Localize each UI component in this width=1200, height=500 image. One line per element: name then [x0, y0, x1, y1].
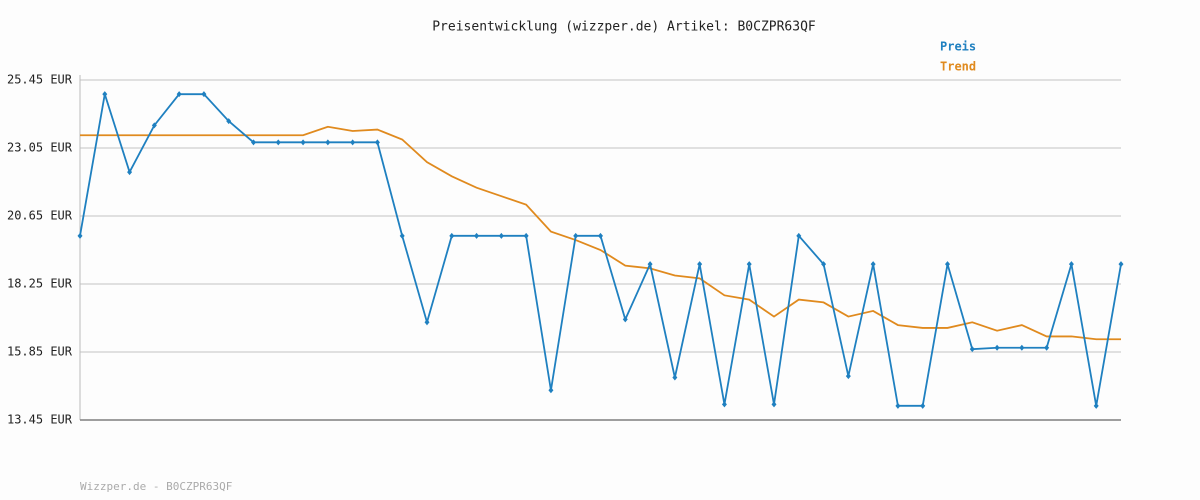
footer: Wizzper.de - B0CZPR63QF [80, 480, 232, 493]
point [151, 122, 157, 129]
legend-entry: Trend [940, 60, 976, 74]
y-tick-label: 20.65 EUR [7, 209, 73, 223]
point [746, 261, 752, 268]
point [77, 232, 83, 239]
point [176, 91, 182, 98]
point [1093, 402, 1099, 409]
point [548, 387, 554, 394]
y-tick-label: 13.45 EUR [7, 413, 73, 427]
chart-title: Preisentwicklung (wizzper.de) Artikel: B… [432, 20, 816, 35]
point [251, 139, 256, 146]
y-tick-label: 18.25 EUR [7, 277, 73, 291]
point [350, 139, 356, 146]
point [969, 346, 975, 353]
line [80, 125, 1121, 341]
point [1044, 344, 1050, 351]
point [870, 261, 876, 268]
point [945, 261, 950, 268]
point [1019, 344, 1025, 351]
point [325, 139, 331, 146]
point [498, 232, 504, 239]
y-tick-label: 25.45 EUR [7, 73, 73, 87]
point [697, 261, 703, 268]
point [796, 232, 802, 239]
point [647, 261, 653, 268]
point [845, 373, 851, 380]
point [895, 402, 901, 409]
point [226, 118, 232, 125]
point [672, 374, 678, 381]
point [721, 401, 727, 408]
point [102, 91, 108, 98]
point [449, 232, 455, 239]
point [994, 344, 1000, 351]
point [374, 139, 380, 146]
y-tick-label: 15.85 EUR [7, 345, 73, 359]
point [771, 401, 777, 408]
point [1118, 261, 1124, 268]
point [424, 319, 430, 326]
point [1068, 261, 1074, 268]
point [127, 169, 133, 176]
point [300, 139, 306, 146]
legend-entry: Preis [940, 40, 976, 54]
point [474, 232, 480, 239]
point [598, 232, 603, 239]
point [275, 139, 281, 146]
y-tick-label: 23.05 EUR [7, 141, 73, 155]
point [523, 232, 529, 239]
point [573, 232, 579, 239]
point [399, 232, 405, 239]
point [622, 316, 628, 323]
point [821, 261, 827, 268]
point [201, 91, 207, 98]
point [920, 402, 926, 409]
